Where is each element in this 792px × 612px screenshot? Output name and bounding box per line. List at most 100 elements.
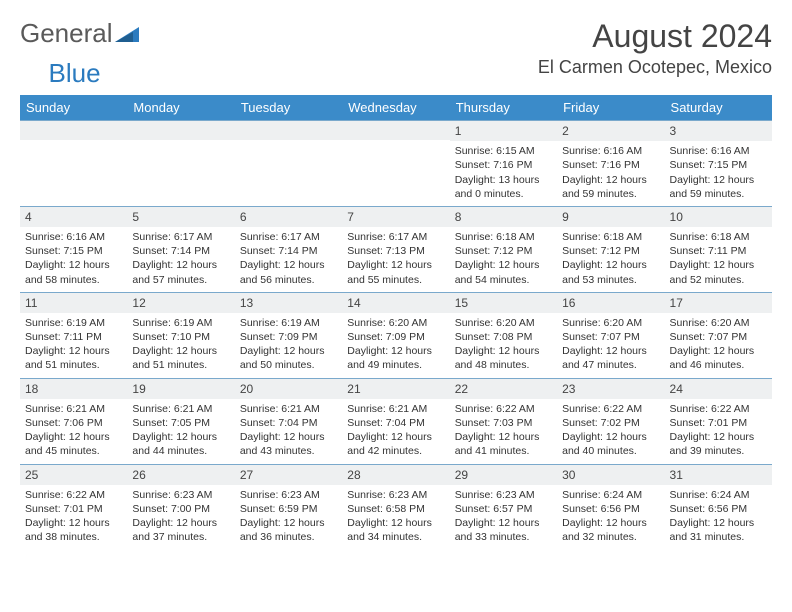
sunrise-text: Sunrise: 6:15 AM xyxy=(455,144,552,158)
day-body: Sunrise: 6:24 AMSunset: 6:56 PMDaylight:… xyxy=(665,485,772,550)
sunset-text: Sunset: 7:13 PM xyxy=(347,244,444,258)
day-cell: 5Sunrise: 6:17 AMSunset: 7:14 PMDaylight… xyxy=(127,207,234,292)
week-row: 11Sunrise: 6:19 AMSunset: 7:11 PMDayligh… xyxy=(20,292,772,378)
day-cell: 27Sunrise: 6:23 AMSunset: 6:59 PMDayligh… xyxy=(235,465,342,550)
sunrise-text: Sunrise: 6:18 AM xyxy=(562,230,659,244)
weekday-label: Wednesday xyxy=(342,95,449,120)
sunset-text: Sunset: 7:01 PM xyxy=(25,502,122,516)
sunrise-text: Sunrise: 6:23 AM xyxy=(455,488,552,502)
empty-day-header xyxy=(20,121,127,140)
day-number: 14 xyxy=(342,293,449,313)
daylight-text: Daylight: 12 hours and 49 minutes. xyxy=(347,344,444,372)
sunrise-text: Sunrise: 6:24 AM xyxy=(670,488,767,502)
sunrise-text: Sunrise: 6:16 AM xyxy=(25,230,122,244)
sunset-text: Sunset: 7:12 PM xyxy=(455,244,552,258)
daylight-text: Daylight: 12 hours and 56 minutes. xyxy=(240,258,337,286)
weeks-container: 1Sunrise: 6:15 AMSunset: 7:16 PMDaylight… xyxy=(20,120,772,549)
weekday-label: Saturday xyxy=(665,95,772,120)
daylight-text: Daylight: 12 hours and 46 minutes. xyxy=(670,344,767,372)
daylight-text: Daylight: 12 hours and 33 minutes. xyxy=(455,516,552,544)
day-number: 6 xyxy=(235,207,342,227)
day-number: 19 xyxy=(127,379,234,399)
weekday-label: Monday xyxy=(127,95,234,120)
day-cell: 21Sunrise: 6:21 AMSunset: 7:04 PMDayligh… xyxy=(342,379,449,464)
sunrise-text: Sunrise: 6:16 AM xyxy=(670,144,767,158)
day-body: Sunrise: 6:17 AMSunset: 7:13 PMDaylight:… xyxy=(342,227,449,292)
daylight-text: Daylight: 13 hours and 0 minutes. xyxy=(455,173,552,201)
sunrise-text: Sunrise: 6:20 AM xyxy=(670,316,767,330)
day-cell: 7Sunrise: 6:17 AMSunset: 7:13 PMDaylight… xyxy=(342,207,449,292)
daylight-text: Daylight: 12 hours and 51 minutes. xyxy=(132,344,229,372)
day-cell: 8Sunrise: 6:18 AMSunset: 7:12 PMDaylight… xyxy=(450,207,557,292)
daylight-text: Daylight: 12 hours and 40 minutes. xyxy=(562,430,659,458)
daylight-text: Daylight: 12 hours and 59 minutes. xyxy=(670,173,767,201)
daylight-text: Daylight: 12 hours and 34 minutes. xyxy=(347,516,444,544)
day-cell: 18Sunrise: 6:21 AMSunset: 7:06 PMDayligh… xyxy=(20,379,127,464)
day-number: 10 xyxy=(665,207,772,227)
daylight-text: Daylight: 12 hours and 53 minutes. xyxy=(562,258,659,286)
sunrise-text: Sunrise: 6:20 AM xyxy=(562,316,659,330)
day-number: 30 xyxy=(557,465,664,485)
daylight-text: Daylight: 12 hours and 55 minutes. xyxy=(347,258,444,286)
day-body: Sunrise: 6:24 AMSunset: 6:56 PMDaylight:… xyxy=(557,485,664,550)
sunrise-text: Sunrise: 6:20 AM xyxy=(347,316,444,330)
day-body: Sunrise: 6:15 AMSunset: 7:16 PMDaylight:… xyxy=(450,141,557,206)
daylight-text: Daylight: 12 hours and 45 minutes. xyxy=(25,430,122,458)
daylight-text: Daylight: 12 hours and 37 minutes. xyxy=(132,516,229,544)
day-number: 29 xyxy=(450,465,557,485)
day-body: Sunrise: 6:18 AMSunset: 7:12 PMDaylight:… xyxy=(557,227,664,292)
day-body: Sunrise: 6:23 AMSunset: 6:59 PMDaylight:… xyxy=(235,485,342,550)
empty-day-header xyxy=(342,121,449,140)
brand-text-1: General xyxy=(20,18,113,49)
day-number: 22 xyxy=(450,379,557,399)
sunset-text: Sunset: 7:04 PM xyxy=(347,416,444,430)
empty-day-header xyxy=(127,121,234,140)
sunrise-text: Sunrise: 6:21 AM xyxy=(347,402,444,416)
day-cell: 9Sunrise: 6:18 AMSunset: 7:12 PMDaylight… xyxy=(557,207,664,292)
sunset-text: Sunset: 7:16 PM xyxy=(562,158,659,172)
weekday-label: Tuesday xyxy=(235,95,342,120)
day-cell: 29Sunrise: 6:23 AMSunset: 6:57 PMDayligh… xyxy=(450,465,557,550)
day-number: 12 xyxy=(127,293,234,313)
day-cell: 13Sunrise: 6:19 AMSunset: 7:09 PMDayligh… xyxy=(235,293,342,378)
day-cell: 30Sunrise: 6:24 AMSunset: 6:56 PMDayligh… xyxy=(557,465,664,550)
day-cell: 26Sunrise: 6:23 AMSunset: 7:00 PMDayligh… xyxy=(127,465,234,550)
day-cell: 22Sunrise: 6:22 AMSunset: 7:03 PMDayligh… xyxy=(450,379,557,464)
sunset-text: Sunset: 7:14 PM xyxy=(240,244,337,258)
daylight-text: Daylight: 12 hours and 50 minutes. xyxy=(240,344,337,372)
day-cell: 31Sunrise: 6:24 AMSunset: 6:56 PMDayligh… xyxy=(665,465,772,550)
sunrise-text: Sunrise: 6:23 AM xyxy=(132,488,229,502)
daylight-text: Daylight: 12 hours and 47 minutes. xyxy=(562,344,659,372)
day-number: 18 xyxy=(20,379,127,399)
sunrise-text: Sunrise: 6:16 AM xyxy=(562,144,659,158)
daylight-text: Daylight: 12 hours and 31 minutes. xyxy=(670,516,767,544)
weekday-label: Thursday xyxy=(450,95,557,120)
day-body: Sunrise: 6:20 AMSunset: 7:08 PMDaylight:… xyxy=(450,313,557,378)
day-body: Sunrise: 6:23 AMSunset: 7:00 PMDaylight:… xyxy=(127,485,234,550)
sunset-text: Sunset: 7:14 PM xyxy=(132,244,229,258)
day-number: 25 xyxy=(20,465,127,485)
day-body: Sunrise: 6:22 AMSunset: 7:01 PMDaylight:… xyxy=(20,485,127,550)
day-number: 2 xyxy=(557,121,664,141)
day-number: 27 xyxy=(235,465,342,485)
day-body: Sunrise: 6:16 AMSunset: 7:16 PMDaylight:… xyxy=(557,141,664,206)
day-cell: 10Sunrise: 6:18 AMSunset: 7:11 PMDayligh… xyxy=(665,207,772,292)
day-cell: 28Sunrise: 6:23 AMSunset: 6:58 PMDayligh… xyxy=(342,465,449,550)
day-cell: 23Sunrise: 6:22 AMSunset: 7:02 PMDayligh… xyxy=(557,379,664,464)
sunset-text: Sunset: 7:07 PM xyxy=(670,330,767,344)
sunset-text: Sunset: 7:15 PM xyxy=(25,244,122,258)
sunset-text: Sunset: 7:11 PM xyxy=(670,244,767,258)
sunset-text: Sunset: 6:59 PM xyxy=(240,502,337,516)
brand-triangle-icon xyxy=(115,18,139,49)
day-number: 21 xyxy=(342,379,449,399)
day-cell: 2Sunrise: 6:16 AMSunset: 7:16 PMDaylight… xyxy=(557,121,664,206)
day-number: 20 xyxy=(235,379,342,399)
sunrise-text: Sunrise: 6:21 AM xyxy=(132,402,229,416)
sunrise-text: Sunrise: 6:21 AM xyxy=(25,402,122,416)
day-cell: 1Sunrise: 6:15 AMSunset: 7:16 PMDaylight… xyxy=(450,121,557,206)
sunset-text: Sunset: 7:10 PM xyxy=(132,330,229,344)
day-number: 31 xyxy=(665,465,772,485)
day-body: Sunrise: 6:17 AMSunset: 7:14 PMDaylight:… xyxy=(127,227,234,292)
week-row: 18Sunrise: 6:21 AMSunset: 7:06 PMDayligh… xyxy=(20,378,772,464)
day-number: 9 xyxy=(557,207,664,227)
